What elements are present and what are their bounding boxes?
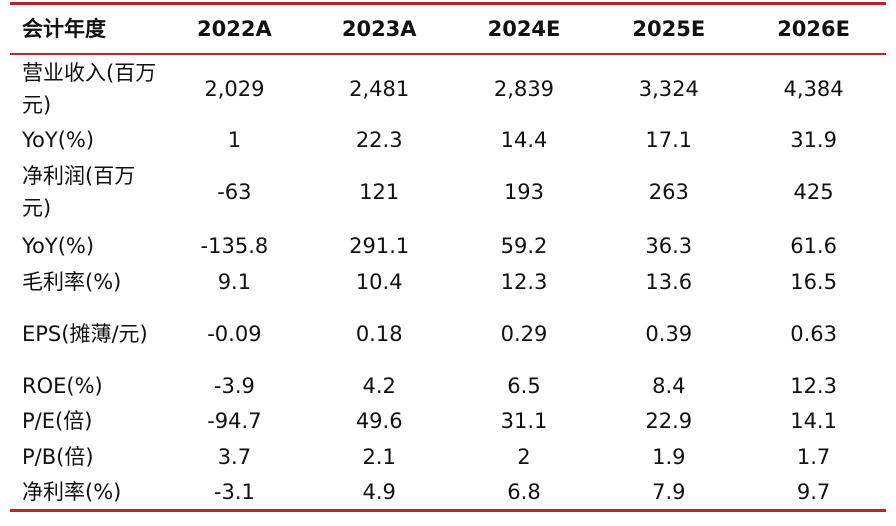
table-row: P/B(倍) 3.7 2.1 2 1.9 1.7 — [10, 439, 886, 475]
table-row: YoY(%) -135.8 291.1 59.2 36.3 61.6 — [10, 227, 886, 264]
value-cell: 4,384 — [783, 76, 844, 101]
value-cell: 14.4 — [500, 127, 548, 152]
value-cell: 263 — [648, 180, 689, 204]
value-cell: 0.18 — [355, 322, 403, 346]
value-cell: 2,839 — [493, 76, 555, 101]
value-cell: 0.63 — [790, 322, 837, 346]
value-cell: 12.3 — [790, 373, 837, 398]
value-cell: 49.6 — [355, 408, 403, 433]
value-cell: 14.1 — [790, 408, 837, 433]
value-cell: 8.4 — [652, 373, 686, 398]
row-label: YoY(%) — [22, 233, 95, 258]
value-cell: 31.9 — [790, 127, 837, 152]
row-label: EPS(摊薄/元) — [22, 322, 148, 346]
header-cell: 2026E — [741, 2, 886, 55]
row-label: P/B(倍) — [22, 445, 94, 469]
row-label: 净利润(百万元) — [22, 164, 136, 220]
value-cell: 36.3 — [645, 233, 693, 258]
value-cell: -63 — [217, 180, 252, 204]
row-label: YoY(%) — [22, 127, 95, 152]
value-cell: 4.2 — [362, 373, 396, 398]
value-cell: 7.9 — [596, 475, 742, 512]
value-cell: 9.1 — [217, 269, 252, 294]
table-row: 营业收入(百万元) 2,029 2,481 2,839 3,324 4,384 — [10, 54, 886, 122]
row-label: 净利率(%) — [10, 475, 162, 512]
value-cell: 6.8 — [451, 475, 597, 512]
value-cell: 12.3 — [500, 269, 548, 294]
header-cell: 2023A — [306, 2, 452, 55]
value-cell: 6.5 — [507, 373, 541, 398]
value-cell: 0.29 — [500, 322, 548, 346]
row-label: 毛利率(%) — [22, 269, 122, 294]
row-label: ROE(%) — [22, 373, 103, 398]
table-row: 净利润(百万元) -63 121 193 263 425 — [10, 157, 886, 227]
table-body: 营业收入(百万元) 2,029 2,481 2,839 3,324 4,384 YoY(%)… — [10, 54, 886, 512]
header-row: 会计年度 2022A 2023A 2024E 2025E 2026E — [10, 2, 886, 55]
row-label: 营业收入(百万元) — [22, 60, 157, 117]
value-cell: 16.5 — [790, 269, 837, 294]
table-row: ROE(%) -3.9 4.2 6.5 8.4 12.3 — [10, 369, 886, 402]
value-cell: 13.6 — [645, 269, 693, 294]
value-cell: 59.2 — [500, 233, 548, 258]
value-cell: 0.39 — [645, 322, 693, 346]
value-cell: 425 — [793, 180, 834, 204]
value-cell: 22.3 — [355, 127, 403, 152]
table-row: 净利率(%) -3.1 4.9 6.8 7.9 9.7 — [10, 475, 886, 512]
value-cell: 1.9 — [652, 445, 686, 469]
table-row: 毛利率(%) 9.1 10.4 12.3 13.6 16.5 — [10, 264, 886, 299]
financial-table: 会计年度 2022A 2023A 2024E 2025E 2026E 营业收入(百万元) 2… — [10, 2, 886, 512]
value-cell: 2,481 — [349, 76, 410, 101]
value-cell: 2,029 — [204, 76, 265, 101]
header-cell: 2022A — [162, 2, 307, 55]
value-cell: 4.9 — [306, 475, 452, 512]
value-cell: -0.09 — [207, 322, 262, 346]
value-cell: 1 — [227, 127, 242, 152]
value-cell: 9.7 — [741, 475, 886, 512]
value-cell: 1.7 — [796, 445, 831, 469]
value-cell: 193 — [503, 180, 545, 204]
value-cell: 291.1 — [349, 233, 410, 258]
value-cell: -3.1 — [162, 475, 307, 512]
row-label: P/E(倍) — [22, 408, 93, 433]
value-cell: 10.4 — [355, 269, 403, 294]
header-cell: 会计年度 — [10, 2, 162, 55]
value-cell: 31.1 — [500, 408, 548, 433]
value-cell: 3.7 — [217, 445, 252, 469]
table-row: P/E(倍) -94.7 49.6 31.1 22.9 14.1 — [10, 402, 886, 439]
value-cell: 2.1 — [362, 445, 396, 469]
value-cell: 3,324 — [638, 76, 699, 101]
table-row: YoY(%) 1 22.3 14.4 17.1 31.9 — [10, 122, 886, 157]
value-cell: 121 — [359, 180, 400, 204]
value-cell: -3.9 — [213, 373, 255, 398]
value-cell: -135.8 — [200, 233, 269, 258]
table-row: EPS(摊薄/元) -0.09 0.18 0.29 0.39 0.63 — [10, 299, 886, 369]
value-cell: -94.7 — [207, 408, 262, 433]
header-cell: 2024E — [451, 2, 597, 55]
value-cell: 17.1 — [645, 127, 693, 152]
header-cell: 2025E — [596, 2, 742, 55]
value-cell: 61.6 — [790, 233, 837, 258]
value-cell: 2 — [517, 445, 531, 469]
value-cell: 22.9 — [645, 408, 693, 433]
